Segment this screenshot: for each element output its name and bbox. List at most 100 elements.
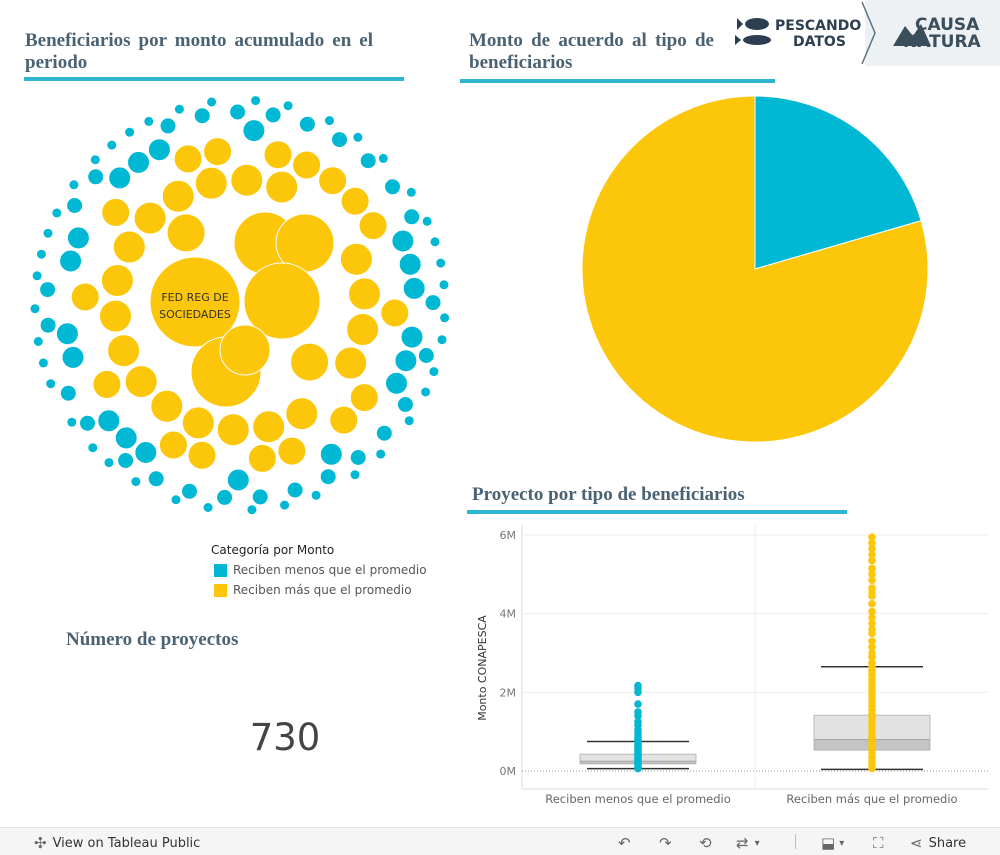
redo-button[interactable]: ↷ [659,834,672,852]
bubble-menos-promedio[interactable] [89,154,101,166]
bubble-menos-promedio[interactable] [68,179,80,191]
bubble-mas-promedio[interactable] [243,262,321,340]
box-plot-chart[interactable]: 0M 2M 4M 6M Reciben menos que el promedio Rec… [470,517,990,817]
causa-natura-logo[interactable]: CAUSA NATURA [893,15,982,52]
bubble-mas-promedio[interactable] [265,170,299,204]
data-point[interactable] [634,700,642,708]
bubble-menos-promedio[interactable] [35,248,47,260]
bubble-mas-promedio[interactable] [380,298,410,328]
bubble-menos-promedio[interactable] [39,316,57,334]
bubble-menos-promedio[interactable] [134,441,158,464]
bubble-mas-promedio[interactable] [346,313,380,346]
bubble-menos-promedio[interactable] [417,347,435,364]
bubble-menos-promedio[interactable] [435,257,447,269]
data-point[interactable] [868,637,876,645]
pie-slice-menos[interactable] [754,95,922,270]
bubble-menos-promedio[interactable] [324,115,335,127]
bubble-menos-promedio[interactable] [173,103,185,115]
data-point[interactable] [868,550,876,559]
bubble-mas-promedio[interactable] [247,443,277,473]
bubble-menos-promedio[interactable] [226,468,250,492]
data-point[interactable] [868,576,876,584]
bubble-mas-promedio[interactable] [290,342,330,382]
bubble-menos-promedio[interactable] [117,452,135,469]
bubble-mas-promedio[interactable] [219,324,271,376]
bubble-mas-promedio[interactable] [107,334,141,368]
bubble-mas-promedio[interactable] [318,166,348,196]
bubble-menos-promedio[interactable] [349,449,367,466]
bubble-menos-promedio[interactable] [181,482,198,500]
data-point[interactable] [868,643,876,651]
bubble-mas-promedio[interactable] [340,186,370,216]
bubble-mas-promedio[interactable] [173,144,203,174]
bubble-menos-promedio[interactable] [127,150,150,174]
bubble-mas-promedio[interactable] [339,242,373,276]
bubble-mas-promedio[interactable] [230,163,264,197]
bubble-mas-promedio[interactable] [181,406,215,440]
bubble-menos-promedio[interactable] [424,294,442,312]
bubble-menos-promedio[interactable] [147,138,171,162]
data-point[interactable] [868,619,876,628]
bubble-menos-promedio[interactable] [61,345,85,369]
data-point[interactable] [868,539,876,547]
data-point[interactable] [868,607,876,616]
bubble-menos-promedio[interactable] [282,100,294,112]
bubble-menos-promedio[interactable] [97,409,121,433]
bubble-menos-promedio[interactable] [375,424,393,442]
bubble-mas-promedio[interactable] [150,389,184,423]
view-on-tableau-link[interactable]: ✣ View on Tableau Public [34,834,200,852]
bubble-mas-promedio[interactable] [99,299,132,333]
bubble-menos-promedio[interactable] [193,107,211,125]
bubble-menos-promedio[interactable] [405,186,417,198]
bubble-menos-promedio[interactable] [159,117,177,135]
bubble-menos-promedio[interactable] [279,499,291,511]
bubble-mas-promedio[interactable] [334,346,368,380]
bubble-mas-promedio[interactable] [216,413,250,447]
bubble-menos-promedio[interactable] [170,494,182,506]
bubble-menos-promedio[interactable] [319,442,343,466]
undo-button[interactable]: ↶ [618,834,631,852]
bubble-menos-promedio[interactable] [250,95,262,107]
bubble-menos-promedio[interactable] [106,139,118,151]
bubble-menos-promedio[interactable] [349,469,361,481]
bubble-menos-promedio[interactable] [206,96,218,108]
bubble-menos-promedio[interactable] [377,152,389,164]
pie-chart[interactable] [575,89,935,449]
bubble-mas-promedio[interactable] [292,150,322,180]
bubble-menos-promedio[interactable] [286,481,304,499]
data-point[interactable] [634,718,642,726]
bubble-chart[interactable]: FED REG DE SOCIEDADES [20,80,460,520]
bubble-mas-promedio[interactable] [358,211,388,241]
bubble-mas-promedio[interactable] [166,213,206,253]
legend-item-mas[interactable]: Reciben más que el promedio [214,583,412,597]
data-point[interactable] [868,613,876,622]
fullscreen-button[interactable]: ⛶ [873,834,884,852]
legend-item-menos[interactable]: Reciben menos que el promedio [214,563,427,577]
bubble-menos-promedio[interactable] [421,215,433,227]
bubble-menos-promedio[interactable] [32,336,44,347]
bubble-menos-promedio[interactable] [59,384,77,402]
bubble-menos-promedio[interactable] [396,396,414,413]
bubble-menos-promedio[interactable] [319,468,337,486]
bubble-mas-promedio[interactable] [187,440,217,470]
bubble-menos-promedio[interactable] [429,236,441,248]
bubble-menos-promedio[interactable] [428,366,440,378]
bubble-menos-promedio[interactable] [398,252,422,276]
bubble-mas-promedio[interactable] [194,166,228,200]
bubble-menos-promedio[interactable] [51,207,63,219]
data-point[interactable] [634,681,642,690]
bubble-menos-promedio[interactable] [403,208,421,226]
data-point[interactable] [634,708,642,716]
bubble-menos-promedio[interactable] [39,281,57,299]
bubble-menos-promedio[interactable] [352,131,364,143]
bubble-menos-promedio[interactable] [251,488,269,506]
bubble-menos-promedio[interactable] [403,415,415,427]
pescando-datos-logo[interactable]: PESCANDO DATOS [735,18,861,50]
bubble-mas-promedio[interactable] [349,383,379,413]
bubble-mas-promedio[interactable] [161,179,195,213]
bubble-mas-promedio[interactable] [348,277,381,311]
bubble-mas-promedio[interactable] [70,282,100,312]
share-button[interactable]: ⋖ Share [910,834,966,852]
bubble-mas-promedio[interactable] [112,230,146,264]
bubble-menos-promedio[interactable] [331,131,348,149]
